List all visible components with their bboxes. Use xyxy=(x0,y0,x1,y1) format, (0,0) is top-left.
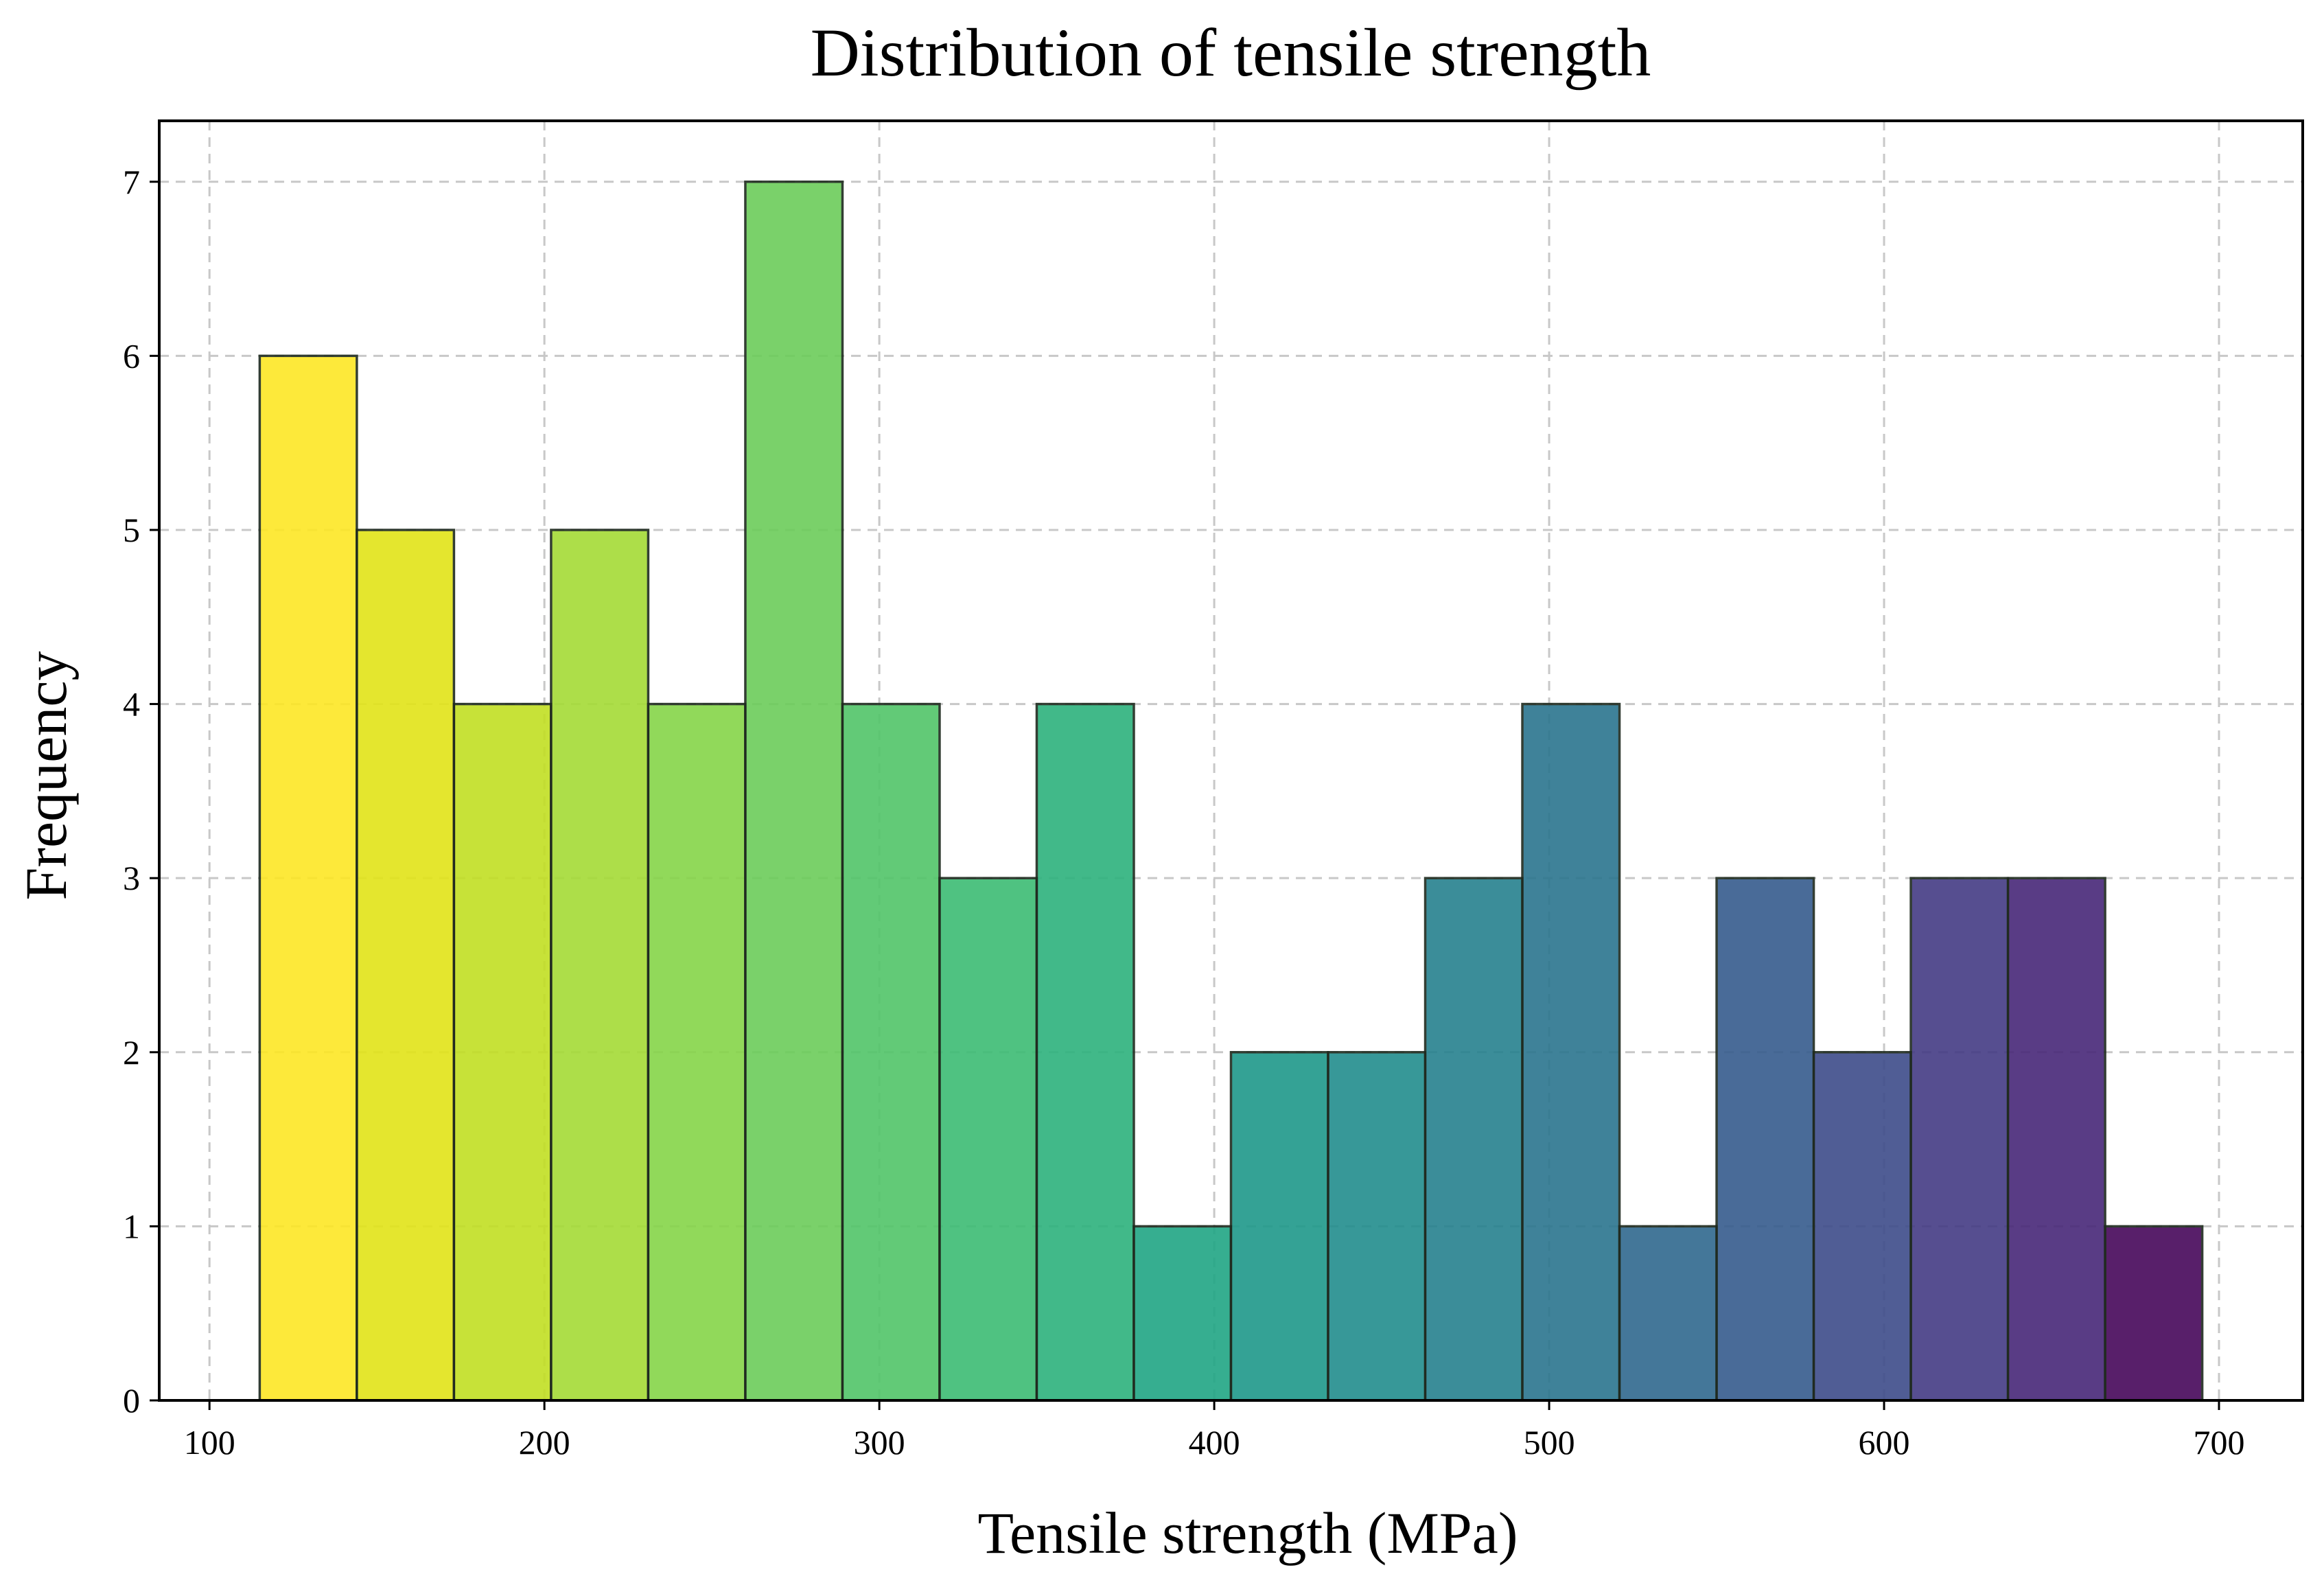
y-tick-label-5: 5 xyxy=(123,511,140,549)
histogram-bar-4 xyxy=(647,702,747,1402)
histogram-bar-16 xyxy=(1812,1051,1912,1402)
histogram-bar-8 xyxy=(1035,702,1135,1402)
y-tick-label-7: 7 xyxy=(123,163,140,201)
y-axis-label: Frequency xyxy=(13,651,79,901)
x-tick-label-0: 100 xyxy=(184,1423,235,1461)
x-tick-label-1: 200 xyxy=(519,1423,570,1461)
histogram-bar-17 xyxy=(1909,877,2010,1402)
y-tick-label-6: 6 xyxy=(123,336,140,375)
histogram-bar-15 xyxy=(1715,877,1815,1402)
x-tick-label-5: 600 xyxy=(1859,1423,1910,1461)
x-tick-label-4: 500 xyxy=(1524,1423,1575,1461)
histogram-bar-12 xyxy=(1424,877,1524,1402)
histogram-bar-13 xyxy=(1521,702,1621,1402)
histogram-bar-5 xyxy=(744,181,844,1402)
axis-ticks xyxy=(150,181,2220,1410)
y-tick-label-3: 3 xyxy=(123,859,140,897)
y-tick-label-4: 4 xyxy=(123,685,140,724)
histogram-bar-18 xyxy=(2006,877,2106,1402)
histogram-bar-14 xyxy=(1618,1225,1718,1402)
histogram-bar-19 xyxy=(2104,1225,2204,1402)
histogram-bar-6 xyxy=(841,702,941,1402)
y-tick-label-0: 0 xyxy=(123,1381,140,1420)
x-tick-label-6: 700 xyxy=(2194,1423,2245,1461)
histogram-bar-7 xyxy=(938,877,1038,1402)
histogram-bar-1 xyxy=(356,529,456,1402)
y-tick-label-1: 1 xyxy=(123,1207,140,1245)
x-tick-labels: 100 200 300 400 500 600 700 xyxy=(184,1423,2245,1461)
plot-frame xyxy=(158,119,2304,1402)
x-tick-label-3: 400 xyxy=(1189,1423,1240,1461)
x-axis-label: Tensile strength (MPa) xyxy=(978,1500,1518,1566)
histogram-bar-2 xyxy=(452,702,553,1402)
histogram-bars xyxy=(258,181,2204,1402)
histogram-bar-0 xyxy=(258,354,358,1402)
y-tick-label-2: 2 xyxy=(123,1033,140,1072)
x-tick-label-2: 300 xyxy=(854,1423,905,1461)
histogram-bar-11 xyxy=(1327,1051,1427,1402)
y-tick-labels: 0 1 2 3 4 5 6 7 xyxy=(123,163,140,1420)
histogram-bar-9 xyxy=(1132,1225,1233,1402)
chart-title: Distribution of tensile strength xyxy=(811,14,1651,91)
histogram-bar-10 xyxy=(1229,1051,1329,1402)
histogram-bar-3 xyxy=(550,529,650,1402)
